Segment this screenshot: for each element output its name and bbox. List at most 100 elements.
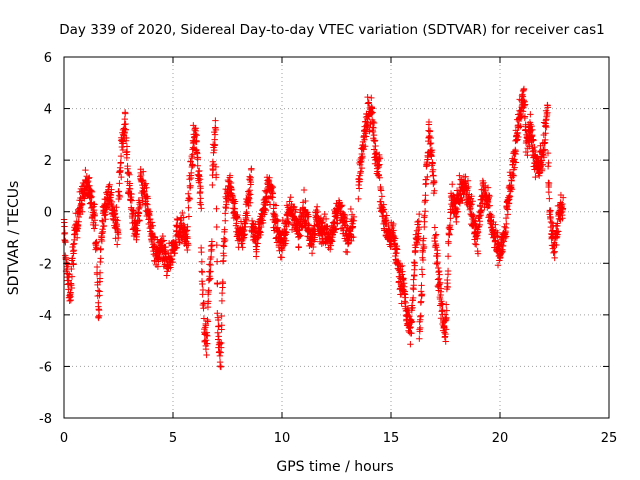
data-point — [465, 183, 472, 191]
data-point — [512, 150, 519, 158]
data-point — [324, 223, 331, 231]
data-point — [247, 191, 254, 198]
data-point — [538, 157, 546, 164]
data-point — [233, 220, 240, 227]
data-point — [241, 231, 248, 238]
data-point — [243, 217, 250, 225]
data-point — [269, 184, 276, 191]
data-point — [136, 199, 143, 206]
data-point — [418, 291, 426, 298]
data-point — [185, 213, 193, 220]
data-point — [70, 241, 77, 248]
data-point — [109, 202, 117, 210]
data-point — [186, 195, 194, 203]
data-point — [96, 312, 103, 319]
data-point — [494, 262, 502, 269]
data-point — [382, 216, 389, 224]
data-point — [426, 127, 434, 135]
data-point — [544, 109, 551, 116]
data-point — [442, 301, 450, 308]
data-point — [149, 222, 156, 229]
data-point — [421, 212, 428, 219]
data-point — [144, 201, 151, 208]
data-point — [163, 272, 170, 279]
data-point — [391, 235, 399, 242]
y-tick-label: 2 — [44, 154, 52, 169]
data-point — [108, 186, 115, 193]
data-point — [432, 231, 440, 238]
data-point — [204, 340, 211, 347]
data-point — [321, 210, 328, 218]
data-point — [70, 261, 77, 268]
data-point — [419, 256, 427, 264]
data-point — [532, 173, 539, 181]
data-point — [330, 219, 337, 226]
data-point — [184, 246, 191, 254]
data-point — [376, 155, 384, 162]
data-point — [212, 117, 219, 124]
data-point — [407, 324, 414, 331]
y-tick-label: 4 — [44, 103, 52, 118]
data-point — [443, 314, 450, 321]
data-point — [338, 202, 346, 209]
data-point — [239, 244, 246, 251]
data-point — [305, 221, 312, 228]
data-point — [128, 197, 136, 204]
data-point — [370, 119, 378, 127]
data-point — [189, 151, 196, 158]
data-point — [436, 271, 443, 278]
data-point — [559, 194, 567, 201]
data-point — [90, 200, 98, 208]
data-point — [247, 178, 254, 186]
data-point — [226, 172, 234, 179]
data-point — [121, 121, 128, 128]
data-point — [117, 159, 125, 166]
data-point — [529, 126, 536, 134]
data-point — [188, 154, 196, 162]
data-point — [62, 239, 69, 246]
data-point — [474, 229, 482, 236]
data-point — [468, 193, 475, 200]
data-point — [393, 249, 400, 257]
data-point — [494, 233, 501, 240]
data-point — [366, 127, 373, 135]
y-axis-label: SDTVAR / TECUs — [6, 181, 22, 296]
data-point — [218, 297, 226, 305]
data-point — [185, 194, 193, 202]
data-point — [234, 211, 241, 219]
data-point — [213, 241, 220, 249]
data-point — [64, 270, 71, 278]
data-point — [443, 307, 450, 314]
data-point — [61, 229, 69, 237]
data-point — [274, 216, 281, 223]
data-point — [310, 243, 317, 251]
data-point — [106, 190, 114, 198]
data-point — [417, 298, 425, 305]
data-point — [212, 163, 220, 171]
data-point — [419, 271, 426, 278]
data-point — [383, 212, 390, 219]
data-point — [139, 176, 147, 184]
data-point — [193, 146, 200, 153]
data-point — [188, 169, 195, 177]
data-point — [121, 115, 128, 123]
data-point — [79, 208, 86, 215]
data-point — [471, 240, 479, 248]
data-point — [209, 181, 216, 189]
data-point — [123, 154, 131, 162]
data-point — [207, 253, 215, 261]
data-point — [426, 140, 434, 148]
data-point — [544, 102, 551, 109]
data-point — [504, 211, 512, 218]
data-point — [311, 234, 318, 241]
data-point — [338, 203, 345, 210]
data-point — [219, 280, 227, 287]
data-point — [410, 259, 418, 266]
data-point — [206, 261, 213, 268]
data-point — [538, 165, 546, 173]
data-point — [213, 258, 221, 265]
y-tick-label: -4 — [39, 309, 52, 324]
data-point — [377, 187, 385, 194]
data-point — [254, 240, 261, 247]
data-point — [536, 172, 543, 179]
